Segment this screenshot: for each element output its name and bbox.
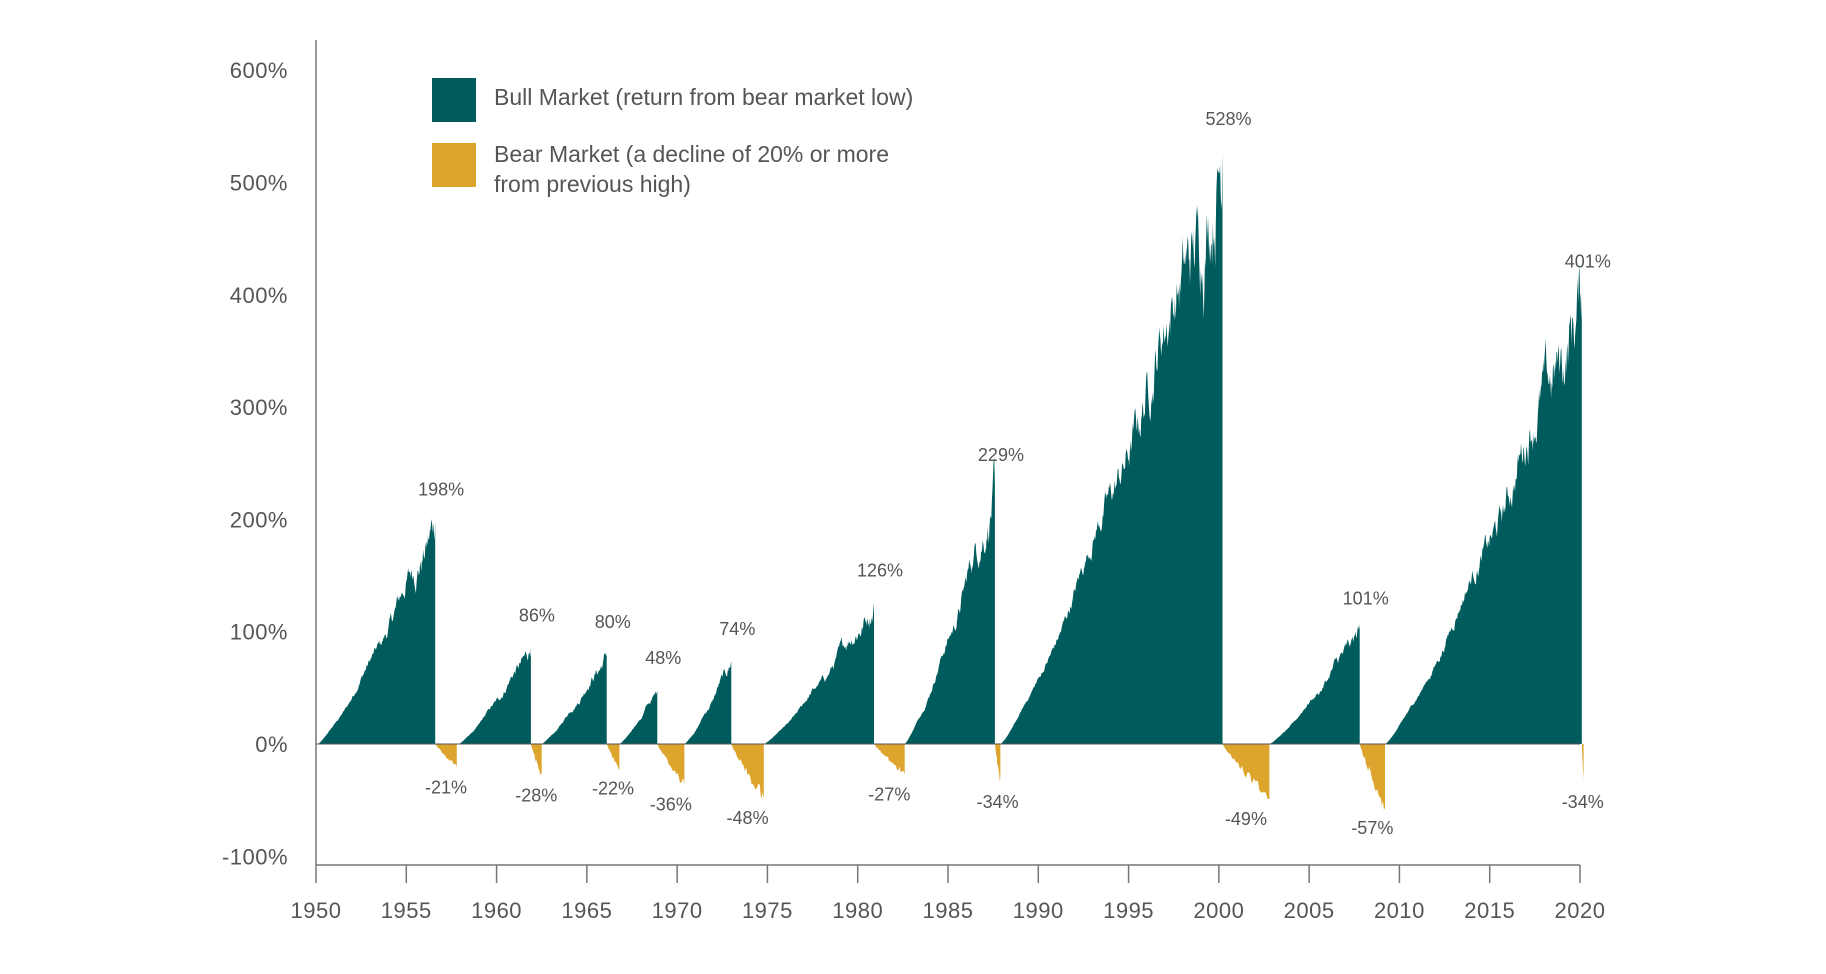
x-tick-label: 1995: [1103, 898, 1154, 923]
bear-market-label: -28%: [515, 785, 557, 805]
bull-market-label: 48%: [645, 648, 681, 668]
bear-market-area-4: [657, 744, 685, 785]
y-axis-ticks: -100% 0% 100% 200% 300% 400% 500% 600%: [222, 58, 288, 869]
legend-label-bull-line1: Bull Market (return from bear market low…: [494, 84, 913, 110]
y-tick-label: 600%: [230, 58, 288, 83]
bear-market-area-1: [435, 744, 457, 768]
bull-market-area-10: [1385, 264, 1582, 744]
legend-label-bear-line2: from previous high): [494, 171, 691, 197]
y-tick-label: 100%: [230, 620, 288, 645]
bear-market-label: -34%: [977, 792, 1019, 812]
bull-market-area-4: [619, 690, 658, 744]
y-tick-label: 500%: [230, 171, 288, 196]
x-tick-label: 1985: [923, 898, 974, 923]
bear-market-label: -36%: [650, 794, 692, 814]
x-tick-label: 1960: [471, 898, 522, 923]
bull-market-area-2: [458, 647, 531, 744]
bull-market-area-6: [763, 602, 874, 744]
x-tick-label: 2000: [1193, 898, 1244, 923]
bear-market-area-10: [1581, 744, 1584, 783]
x-tick-label: 1965: [561, 898, 612, 923]
bull-market-label: 126%: [857, 561, 903, 581]
y-tick-label: -100%: [222, 844, 288, 869]
y-tick-label: 0%: [255, 732, 288, 757]
legend: Bull Market (return from bear market low…: [432, 78, 913, 197]
y-tick-label: 300%: [230, 395, 288, 420]
x-tick-label: 2015: [1464, 898, 1515, 923]
plot-areas: [317, 151, 1584, 810]
bull-market-label: 401%: [1565, 252, 1611, 272]
data-labels: 198% 86% 80% 48% 74% 126% 229% 528% 101% 401% -21%…: [418, 109, 1611, 838]
x-tick-label: 2010: [1374, 898, 1425, 923]
x-tick-label: 1980: [832, 898, 883, 923]
x-tick-label: 2020: [1555, 898, 1606, 923]
bear-market-area-2: [530, 744, 542, 776]
y-tick-label: 400%: [230, 283, 288, 308]
bear-market-area-6: [874, 744, 905, 775]
legend-swatch-bear: [432, 143, 476, 187]
bear-market-label: -34%: [1562, 792, 1604, 812]
bull-market-label: 528%: [1205, 109, 1251, 129]
x-tick-label: 2005: [1284, 898, 1335, 923]
bear-market-area-3: [606, 744, 620, 771]
legend-label-bear: Bear Market (a decline of 20% or more fr…: [494, 141, 895, 197]
bull-market-area-5: [684, 660, 732, 744]
bear-market-label: -22%: [592, 779, 634, 799]
y-tick-label: 200%: [230, 507, 288, 532]
bull-market-area-3: [541, 653, 607, 744]
legend-label-bull: Bull Market (return from bear market low…: [494, 84, 913, 110]
bull-market-label: 198%: [418, 480, 464, 500]
legend-swatch-bull: [432, 78, 476, 122]
bear-market-label: -21%: [425, 778, 467, 798]
bear-market-area-5: [731, 744, 764, 800]
bear-market-label: -57%: [1351, 818, 1393, 838]
bull-market-label: 229%: [978, 445, 1024, 465]
x-tick-label: 1955: [381, 898, 432, 923]
bull-market-area-9: [1269, 624, 1360, 744]
x-tick-label: 1970: [652, 898, 703, 923]
bull-market-area-8: [1000, 151, 1223, 745]
x-tick-label: 1990: [1013, 898, 1064, 923]
bear-market-area-8: [1222, 744, 1270, 799]
bull-market-label: 86%: [519, 605, 555, 625]
bear-market-label: -48%: [727, 808, 769, 828]
bear-market-area-7: [994, 744, 1001, 783]
bull-market-area-1: [317, 518, 436, 744]
x-axis-ticks: 1950 1955 1960 1965 1970 1975 1980 1985 1990 1995…: [291, 865, 1606, 923]
bull-market-label: 74%: [719, 619, 755, 639]
bull-market-label: 101%: [1343, 589, 1389, 609]
bear-market-label: -27%: [868, 784, 910, 804]
bear-market-label: -49%: [1225, 809, 1267, 829]
x-tick-label: 1950: [291, 898, 342, 923]
x-tick-label: 1975: [742, 898, 793, 923]
bear-market-area-9: [1359, 744, 1385, 810]
bull-market-label: 80%: [595, 612, 631, 632]
legend-label-bear-line1: Bear Market (a decline of 20% or more: [494, 141, 889, 167]
bull-market-area-7: [904, 457, 995, 744]
